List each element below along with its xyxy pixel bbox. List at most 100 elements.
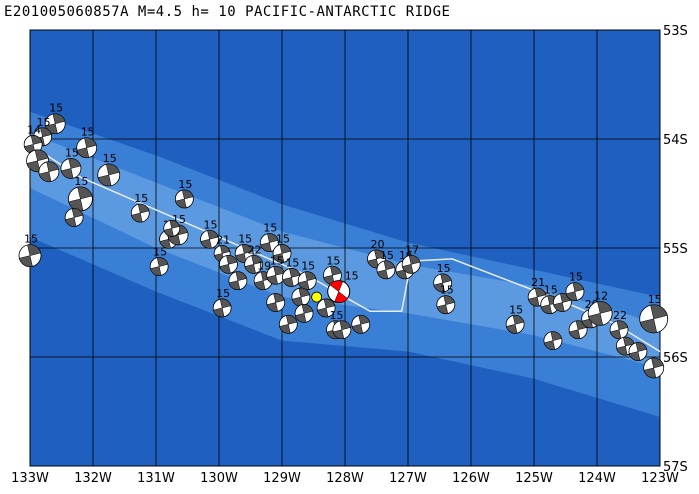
event-depth-label: 15 xyxy=(285,256,299,269)
event-depth-label: 15 xyxy=(37,116,51,129)
focal-mechanism-beachball xyxy=(433,273,453,293)
longitude-tick-label: 126W xyxy=(452,471,490,486)
longitude-tick-label: 129W xyxy=(263,471,301,486)
focal-mechanism-beachball xyxy=(505,314,525,334)
main-event-beachball xyxy=(327,280,351,304)
event-depth-label: 15 xyxy=(380,249,394,262)
focal-mechanism-beachball xyxy=(351,314,371,334)
focal-mechanism-beachball xyxy=(401,254,421,274)
event-depth-label: 15 xyxy=(74,175,88,188)
focal-mechanism-beachball xyxy=(543,331,563,351)
focal-mechanism-beachball xyxy=(643,357,665,379)
focal-mechanism-beachball xyxy=(278,314,298,334)
event-depth-label: 15 xyxy=(276,232,290,245)
focal-mechanism-beachball xyxy=(639,304,669,334)
longitude-tick-label: 124W xyxy=(578,471,616,486)
focal-mechanism-beachball xyxy=(266,265,286,285)
focal-mechanism-beachball xyxy=(163,219,181,237)
event-depth-label: 15 xyxy=(178,178,192,191)
focal-mechanism-beachball xyxy=(272,244,292,263)
event-depth-label: 17 xyxy=(405,243,419,256)
focal-mechanism-beachball xyxy=(436,295,456,315)
event-depth-label: 15 xyxy=(301,260,315,273)
focal-mechanism-beachball xyxy=(38,161,60,183)
event-depth-label: 15 xyxy=(134,192,148,205)
latitude-tick-label: 57S xyxy=(663,460,688,475)
longitude-tick-label: 127W xyxy=(389,471,427,486)
focal-mechanism-beachball xyxy=(565,282,585,302)
event-depth-label: 22 xyxy=(613,309,627,322)
event-depth-label: 15 xyxy=(238,232,252,245)
focal-mechanism-beachball xyxy=(130,203,150,223)
event-depth-label: 21 xyxy=(531,276,545,289)
focal-mechanism-beachball xyxy=(228,271,248,291)
latitude-tick-label: 55S xyxy=(663,242,688,257)
focal-mechanism-beachball xyxy=(587,300,613,326)
event-depth-label: 15 xyxy=(263,222,277,235)
axis-labels-layer: 133W 132W 131W 130W 129W 128W 127W 126W 125W 124W… xyxy=(11,24,688,486)
focal-mechanism-beachball xyxy=(259,233,279,252)
event-depth-label: 15 xyxy=(49,102,63,115)
event-depth-label: 15 xyxy=(648,293,662,306)
event-depth-label: 22 xyxy=(248,243,262,256)
map-frame xyxy=(29,29,661,467)
focal-mechanism-beachball xyxy=(266,293,286,312)
focal-mechanism-beachball xyxy=(18,244,42,268)
focal-mechanism-beachball xyxy=(68,186,93,212)
event-depth-label: 12 xyxy=(594,289,608,302)
focal-mechanism-beachball xyxy=(76,137,98,159)
focal-mechanism-beachball xyxy=(297,271,317,291)
epicenter-marker xyxy=(311,291,323,303)
longitude-tick-label: 128W xyxy=(326,471,364,486)
event-depth-label: 15 xyxy=(569,271,583,284)
focal-mechanism-beachball xyxy=(44,113,66,135)
event-depth-label: 15 xyxy=(544,284,558,297)
event-depth-label: 15 xyxy=(65,146,79,159)
event-depth-label: 15 xyxy=(24,233,38,246)
focal-mechanism-beachball xyxy=(149,257,169,276)
event-depth-label: 15 xyxy=(270,254,284,267)
focal-mechanism-beachball xyxy=(322,265,342,285)
longitude-tick-label: 131W xyxy=(137,471,175,486)
focal-mechanism-beachball xyxy=(200,229,219,249)
latitude-tick-label: 54S xyxy=(663,133,688,148)
longitude-tick-label: 130W xyxy=(200,471,238,486)
event-depth-label: 15 xyxy=(330,309,344,322)
event-depth-label: 15 xyxy=(81,126,95,139)
focal-mechanism-beachball xyxy=(174,189,194,209)
longitude-tick-label: 123W xyxy=(641,471,679,486)
event-depth-label: 15 xyxy=(437,262,451,275)
focal-mechanism-beachball xyxy=(219,254,238,274)
longitude-tick-label: 133W xyxy=(11,471,49,486)
event-depth-label: 15 xyxy=(204,218,218,231)
focal-mechanism-beachball xyxy=(97,163,121,187)
longitude-tick-label: 132W xyxy=(74,471,112,486)
focal-mechanism-beachball xyxy=(282,268,301,287)
focal-mechanism-beachball xyxy=(568,320,588,340)
event-depth-label: 19 xyxy=(257,260,271,273)
focal-mechanism-beachball xyxy=(376,260,396,280)
focal-mechanism-beachball xyxy=(60,158,82,179)
focal-mechanism-beachball xyxy=(212,298,232,318)
latitude-tick-label: 53S xyxy=(663,24,688,39)
longitude-tick-label: 125W xyxy=(515,471,553,486)
focal-mechanism-beachball xyxy=(244,254,264,274)
event-depth-label: 15 xyxy=(103,152,117,165)
event-depth-label: 14 xyxy=(27,123,41,136)
map-title: E201005060857A M=4.5 h= 10 PACIFIC-ANTAR… xyxy=(4,4,451,20)
event-depth-label: 21 xyxy=(216,233,230,246)
focal-mechanism-beachball xyxy=(609,320,629,340)
plate-boundary-line xyxy=(29,143,661,353)
main-event-label: 15 xyxy=(345,270,359,283)
event-depth-label: 15 xyxy=(326,254,340,267)
focal-mechanism-beachball xyxy=(23,135,43,154)
focal-mechanism-beachball xyxy=(294,303,314,323)
event-depth-label: 15 xyxy=(153,246,167,259)
latitude-tick-label: 56S xyxy=(663,351,688,366)
event-depth-label: 15 xyxy=(440,284,454,297)
focal-mechanism-layer: 1515141515151515151515151515211522151519… xyxy=(18,102,669,379)
plate-boundary-layer xyxy=(29,143,661,353)
focal-mechanism-beachball xyxy=(291,287,311,307)
focal-mechanism-beachball xyxy=(64,208,84,227)
